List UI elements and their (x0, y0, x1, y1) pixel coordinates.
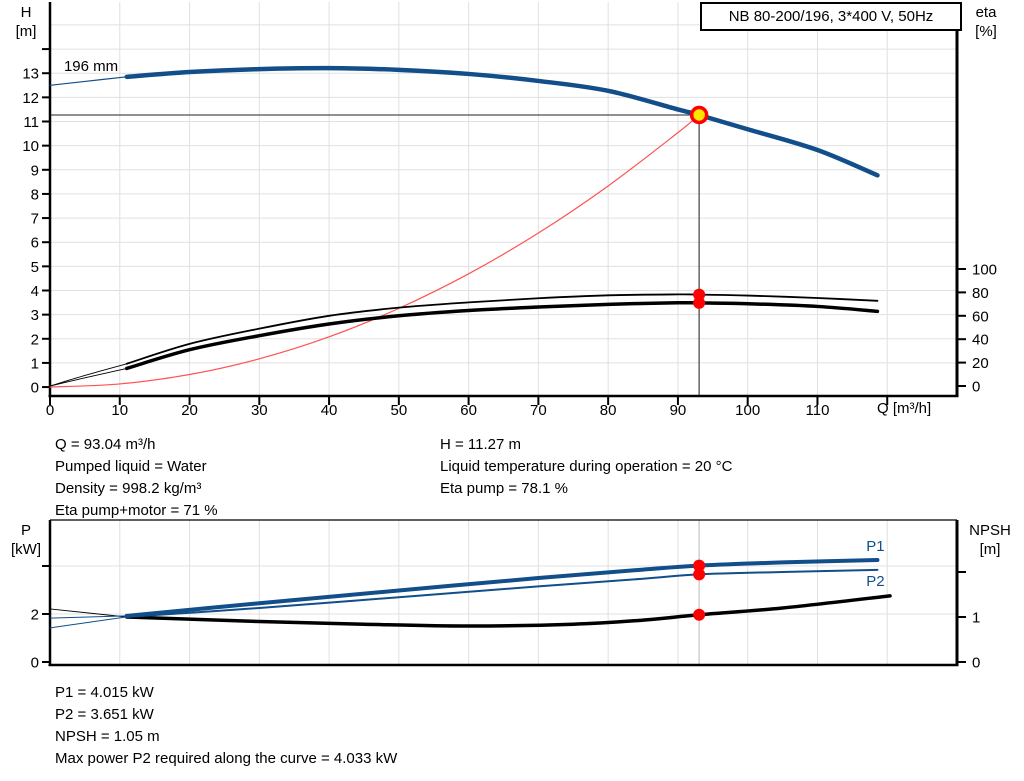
series-head-196mm (124, 65, 880, 178)
info-p1: P1 = 4.015 kW (55, 684, 154, 701)
p-axis-unit: [kW] (11, 541, 41, 558)
curve-label: P2 (866, 573, 884, 590)
left-tick-label: 1 (31, 355, 39, 372)
x-tick-label: 20 (181, 402, 198, 419)
duty-point-marker (689, 105, 709, 125)
left-tick-label: 4 (31, 283, 39, 300)
info-npsh: NPSH = 1.05 m (55, 728, 160, 745)
left-tick-label: 13 (22, 66, 39, 83)
x-tick-label: 60 (460, 402, 477, 419)
curve-point-marker (693, 568, 706, 581)
h-axis-label: H (20, 4, 32, 21)
x-tick-label: 100 (735, 402, 760, 419)
curve-point-marker (693, 559, 706, 572)
x-tick-label: 10 (111, 402, 128, 419)
curve-label: 196 mm (64, 58, 118, 75)
npsh-axis-title: NPSH [m] (962, 521, 1018, 559)
left-tick-label: 11 (23, 114, 39, 131)
series-eta-pump-motor (125, 300, 880, 371)
eta-axis-unit: [%] (975, 23, 997, 40)
info-q: Q = 93.04 m³/h (55, 436, 156, 453)
x-tick-label: 0 (46, 402, 54, 419)
left-tick-label: 9 (31, 162, 39, 179)
left-tick-label: 2 (31, 607, 39, 624)
left-tick-label: 0 (31, 380, 39, 397)
series-eta-pump-motor (49, 368, 128, 387)
x-tick-label: 110 (806, 402, 830, 419)
power-npsh-chart: 0 2 0 1 P1 P2 (31, 519, 980, 672)
curve-point-marker (693, 296, 706, 309)
left-tick-label: 0 (31, 655, 39, 672)
right-tick-label: 100 (972, 261, 997, 278)
x-tick-label: 80 (600, 402, 617, 419)
p-axis-label: P (20, 522, 31, 539)
left-tick-label: 2 (31, 331, 39, 348)
h-axis-unit: [m] (15, 23, 37, 40)
left-tick-label: 7 (31, 211, 39, 228)
series-eta-pump (125, 293, 879, 365)
curve-point-marker (693, 608, 706, 621)
x-tick-label: 40 (321, 402, 338, 419)
right-tick-label: 20 (972, 355, 989, 372)
right-tick-label: 60 (972, 308, 989, 325)
info-p2: P2 = 3.651 kW (55, 706, 154, 723)
h-axis-title: H [m] (8, 3, 44, 41)
curve-point-marker (693, 288, 706, 301)
duty-info-right: H = 11.27 m Liquid temperature during op… (440, 434, 732, 500)
series-p2 (125, 568, 879, 618)
left-tick-label: 6 (31, 235, 39, 252)
curve-label: P1 (866, 538, 884, 555)
left-tick-label: 5 (31, 259, 39, 276)
series-system-curve (49, 114, 700, 388)
info-liquid-temp: Liquid temperature during operation = 20… (440, 458, 733, 475)
right-tick-label: 0 (972, 378, 980, 395)
npsh-axis-unit: [m] (979, 541, 1001, 558)
x-tick-label: 30 (251, 402, 268, 419)
info-density: Density = 998.2 kg/m³ (55, 480, 202, 497)
info-max-p2: Max power P2 required along the curve = … (55, 750, 398, 767)
pump-type-box: NB 80-200/196, 3*400 V, 50Hz (700, 2, 962, 31)
eta-axis-title: eta [%] (964, 3, 1008, 41)
duty-info-left: Q = 93.04 m³/h Pumped liquid = Water Den… (55, 434, 218, 522)
x-tick-label: 90 (670, 402, 687, 419)
left-tick-label: 3 (31, 307, 39, 324)
right-tick-label: 0 (972, 654, 980, 671)
info-pumped-liquid: Pumped liquid = Water (55, 458, 207, 475)
left-tick-label: 12 (22, 90, 39, 107)
series-p1 (124, 558, 880, 618)
series-npsh (125, 594, 892, 628)
left-tick-label: 10 (22, 138, 39, 155)
info-eta-pump: Eta pump = 78.1 % (440, 480, 568, 497)
q-axis-label: Q [m³/h] (877, 400, 932, 417)
series-npsh (49, 608, 128, 618)
series-p2 (49, 616, 128, 629)
eta-axis-label: eta (975, 4, 997, 21)
power-info: P1 = 4.015 kW P2 = 3.651 kW NPSH = 1.05 … (55, 682, 397, 770)
x-tick-label: 70 (530, 402, 547, 419)
series-eta-pump (49, 363, 128, 387)
right-tick-label: 80 (972, 285, 989, 302)
p-axis-title: P [kW] (6, 521, 46, 559)
right-tick-label: 1 (972, 609, 980, 626)
npsh-axis-label: NPSH (969, 522, 1011, 539)
info-h: H = 11.27 m (440, 436, 522, 453)
x-tick-label: 50 (391, 402, 408, 419)
info-eta-pump-motor: Eta pump+motor = 71 % (55, 502, 218, 519)
right-tick-label: 40 (972, 332, 989, 349)
series-head-196mm (49, 76, 128, 86)
series-p1 (49, 615, 128, 619)
left-tick-label: 8 (31, 186, 39, 203)
